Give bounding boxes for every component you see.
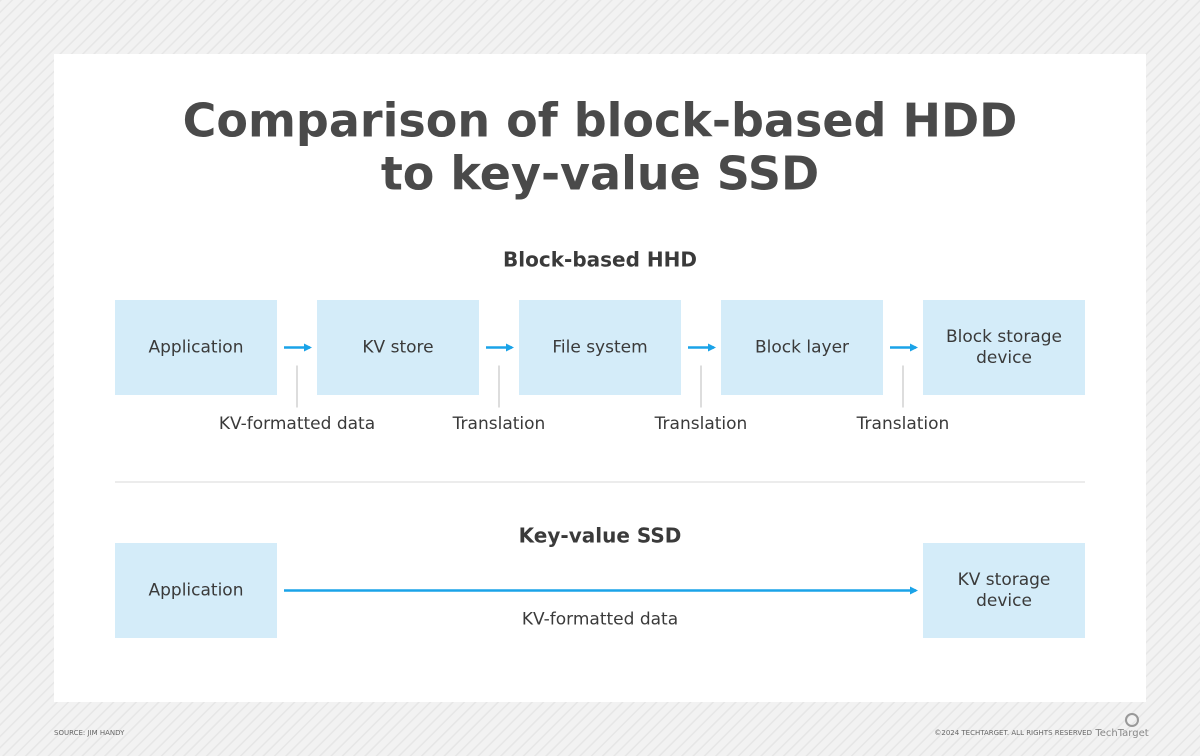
section-heading: Block-based HHD (503, 248, 697, 272)
node-box (115, 300, 277, 395)
node-label: Block storage (946, 327, 1062, 347)
edge-label: Translation (452, 414, 546, 434)
title-line: to key-value SSD (381, 147, 819, 201)
node-label: Application (149, 338, 244, 358)
node-box (923, 300, 1085, 395)
node-label: device (976, 348, 1032, 368)
copyright: ©2024 TECHTARGET. ALL RIGHTS RESERVED (934, 729, 1092, 737)
logo-icon (1125, 713, 1139, 727)
node-box (317, 300, 479, 395)
logo: TechTarget (1094, 728, 1148, 739)
node-label: device (976, 591, 1032, 611)
source: SOURCE: JIM HANDY (54, 729, 125, 737)
node-label: KV storage (958, 570, 1051, 590)
node-box (115, 543, 277, 638)
node-box (519, 300, 681, 395)
node-label: KV store (362, 338, 433, 358)
section-heading: Key-value SSD (519, 524, 682, 548)
edge-label: Translation (856, 414, 950, 434)
node-label: File system (552, 338, 647, 358)
node-box (923, 543, 1085, 638)
edge-label: KV-formatted data (219, 414, 375, 434)
edge-label: KV-formatted data (522, 610, 678, 630)
edge-label: Translation (654, 414, 748, 434)
node-label: Application (149, 581, 244, 601)
node-box (721, 300, 883, 395)
node-label: Block layer (755, 338, 849, 358)
title-line: Comparison of block-based HDD (183, 94, 1018, 148)
